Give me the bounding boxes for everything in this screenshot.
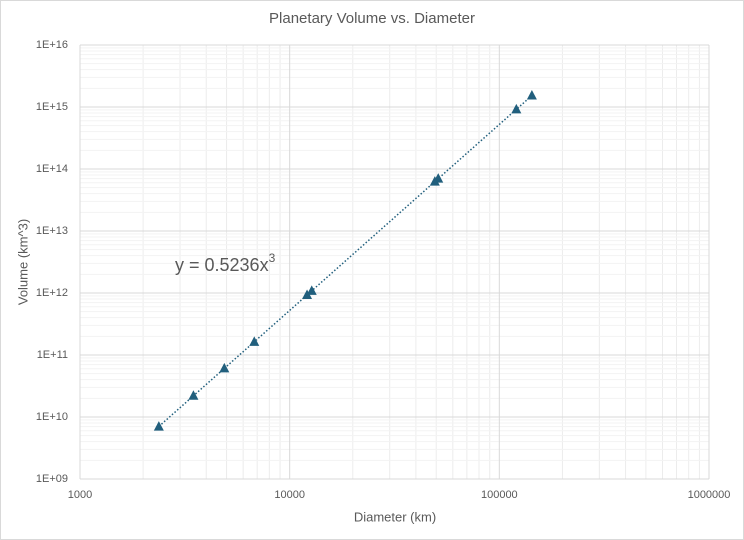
data-point <box>188 390 199 400</box>
x-axis-title: Diameter (km) <box>354 509 436 524</box>
y-tick-label: 1E+11 <box>37 349 68 361</box>
equation-exponent: 3 <box>269 251 276 265</box>
trendline <box>158 94 533 428</box>
trendline-equation: y = 0.5236x3 <box>175 251 276 275</box>
data-point <box>219 362 230 373</box>
y-tick-label: 1E+12 <box>36 287 68 299</box>
y-tick-label: 1E+13 <box>36 225 68 237</box>
equation-text: y = 0.5236x <box>175 255 269 275</box>
x-tick-label: 10000 <box>274 489 305 501</box>
y-tick-label: 1E+16 <box>36 39 68 51</box>
data-point <box>433 173 444 183</box>
data-point <box>526 90 537 100</box>
y-tick-label: 1E+15 <box>36 101 68 113</box>
y-tick-label: 1E+14 <box>36 163 68 175</box>
plot <box>153 90 537 431</box>
y-tick-label: 1E+10 <box>36 411 68 423</box>
y-axis-title: Volume (km^3) <box>15 219 30 305</box>
data-point <box>511 103 522 114</box>
data-point <box>306 285 317 295</box>
x-tick-label: 100000 <box>481 489 518 501</box>
x-tick-label: 1000000 <box>688 489 731 501</box>
x-tick-label: 1000 <box>68 489 92 501</box>
grid <box>79 44 710 480</box>
chart-title: Planetary Volume vs. Diameter <box>269 10 475 27</box>
data-point <box>249 336 260 346</box>
y-tick-label: 1E+09 <box>36 473 68 485</box>
data-point <box>153 421 164 431</box>
